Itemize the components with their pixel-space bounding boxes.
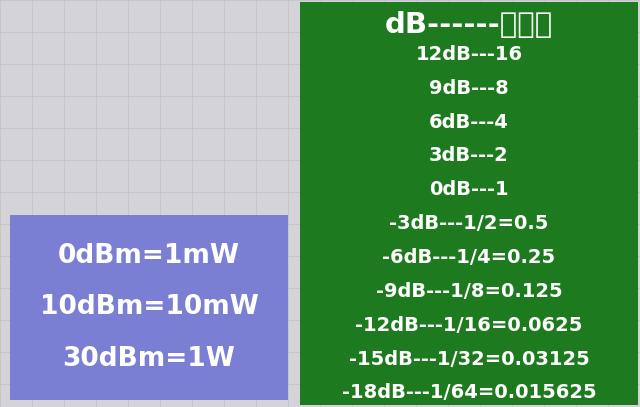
Text: -18dB---1/64=0.015625: -18dB---1/64=0.015625 — [342, 383, 596, 403]
Text: -15dB---1/32=0.03125: -15dB---1/32=0.03125 — [349, 350, 589, 369]
Text: -6dB---1/4=0.25: -6dB---1/4=0.25 — [383, 248, 556, 267]
Text: 6dB---4: 6dB---4 — [429, 113, 509, 131]
Text: 9dB---8: 9dB---8 — [429, 79, 509, 98]
Text: 0dB---1: 0dB---1 — [429, 180, 509, 199]
Bar — [300, 2, 638, 405]
Text: -3dB---1/2=0.5: -3dB---1/2=0.5 — [389, 214, 548, 233]
Text: 10dBm=10mW: 10dBm=10mW — [40, 295, 259, 320]
Text: 0dBm=1mW: 0dBm=1mW — [58, 243, 240, 269]
Text: -12dB---1/16=0.0625: -12dB---1/16=0.0625 — [355, 316, 582, 335]
Text: dB------功率比: dB------功率比 — [385, 11, 553, 39]
Text: 3dB---2: 3dB---2 — [429, 147, 509, 166]
Text: 30dBm=1W: 30dBm=1W — [63, 346, 236, 372]
Text: -9dB---1/8=0.125: -9dB---1/8=0.125 — [376, 282, 563, 301]
Text: 12dB---16: 12dB---16 — [415, 45, 523, 64]
Bar — [10, 215, 288, 400]
